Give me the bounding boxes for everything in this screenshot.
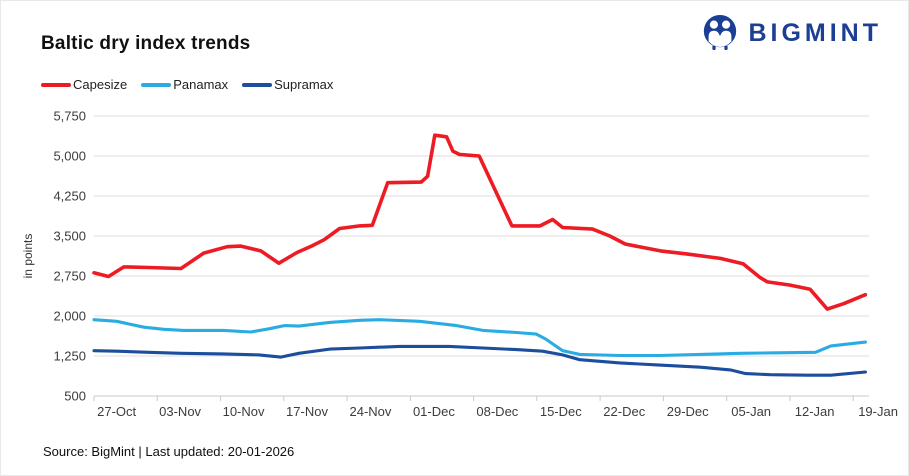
- x-tick-label: 12-Jan: [795, 404, 835, 419]
- y-tick-label: 1,250: [53, 349, 86, 364]
- y-axis-title: in points: [21, 234, 35, 279]
- x-tick-label: 15-Dec: [540, 404, 582, 419]
- supramax-legend-label: Supramax: [274, 77, 334, 92]
- panamax-swatch: [141, 82, 172, 87]
- supramax-swatch: [242, 82, 273, 87]
- x-tick-label: 10-Nov: [223, 404, 265, 419]
- capesize-legend-label: Capesize: [73, 77, 128, 92]
- series-line-supramax: [92, 344, 867, 377]
- x-tick-label: 22-Dec: [603, 404, 645, 419]
- x-tick-label: 19-Jan: [858, 404, 898, 419]
- y-tick-label: 500: [64, 389, 86, 404]
- series-line-capesize: [92, 133, 868, 311]
- series-line-panamax: [92, 318, 867, 358]
- x-tick-label: 27-Oct: [97, 404, 136, 419]
- legend-item-panamax: Panamax: [141, 77, 228, 92]
- y-tick-label: 5,750: [53, 109, 86, 124]
- legend-item-capesize: Capesize: [41, 77, 127, 92]
- capesize-swatch: [41, 82, 71, 87]
- x-tick-label: 01-Dec: [413, 404, 455, 419]
- source-line: Source: BigMint | Last updated: 20-01-20…: [43, 444, 295, 459]
- x-tick-label: 08-Dec: [476, 404, 518, 419]
- x-tick-label: 29-Dec: [667, 404, 709, 419]
- chart-title: Baltic dry index trends: [41, 33, 251, 54]
- y-tick-label: 2,000: [53, 309, 86, 324]
- bigmint-logo: BIGMINT: [701, 12, 882, 54]
- y-tick-label: 4,250: [53, 189, 86, 204]
- panamax-legend-label: Panamax: [173, 77, 229, 92]
- x-tick-label: 17-Nov: [286, 404, 328, 419]
- bigmint-logo-icon: [701, 12, 739, 54]
- brand-name: BIGMINT: [748, 18, 882, 47]
- x-tick-label: 03-Nov: [159, 404, 201, 419]
- legend-item-supramax: Supramax: [242, 77, 333, 92]
- y-tick-label: 2,750: [53, 269, 86, 284]
- x-tick-label: 05-Jan: [731, 404, 771, 419]
- chart-legend: Capesize Panamax Supramax: [41, 77, 333, 92]
- y-tick-label: 5,000: [53, 149, 86, 164]
- y-tick-label: 3,500: [53, 229, 86, 244]
- x-tick-label: 24-Nov: [350, 404, 392, 419]
